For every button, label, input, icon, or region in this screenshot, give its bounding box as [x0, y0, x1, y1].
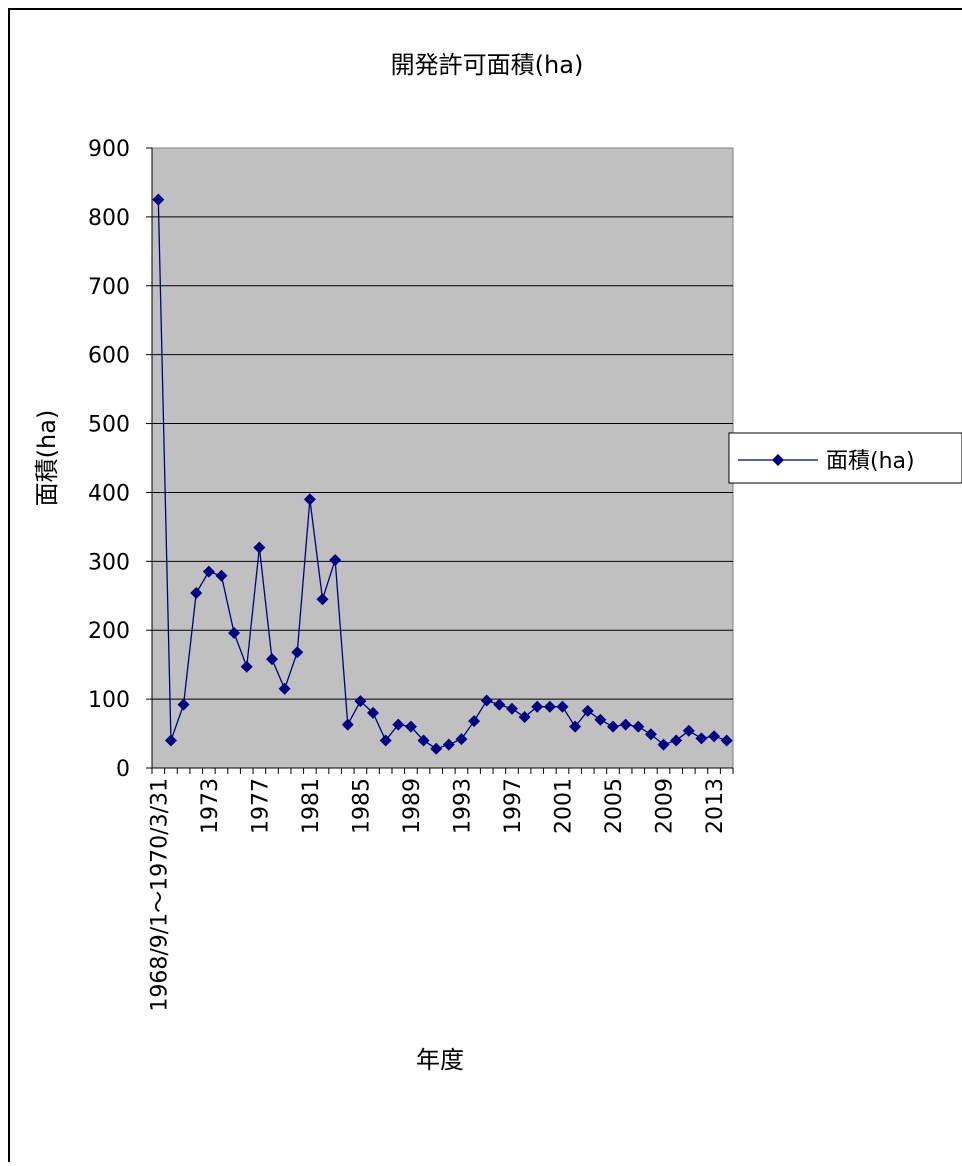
y-tick-label: 100 — [88, 688, 130, 713]
data-point — [493, 698, 506, 711]
data-point — [708, 730, 721, 743]
data-point — [417, 734, 430, 747]
data-point — [720, 734, 733, 747]
x-tick-label: 1985 — [349, 778, 374, 834]
data-point — [215, 569, 228, 582]
y-tick-label: 800 — [88, 206, 130, 231]
data-point — [202, 565, 215, 578]
data-point — [518, 711, 531, 724]
x-tick-label: 2013 — [703, 778, 728, 834]
data-point — [392, 718, 405, 731]
data-point — [240, 660, 253, 673]
data-point — [404, 720, 417, 733]
plot-area — [151, 147, 734, 769]
data-point — [265, 653, 278, 666]
data-point — [531, 700, 544, 713]
data-point — [543, 700, 556, 713]
y-tick-label: 700 — [88, 275, 130, 300]
data-point — [581, 704, 594, 717]
data-point — [379, 734, 392, 747]
legend-label: 面積(ha) — [826, 449, 915, 474]
x-tick-label: 1993 — [450, 778, 475, 834]
y-tick-label: 900 — [88, 137, 130, 162]
series-line — [157, 199, 727, 750]
data-point — [303, 493, 316, 506]
data-point — [695, 732, 708, 745]
data-point — [657, 738, 670, 751]
data-point — [670, 734, 683, 747]
data-point — [480, 694, 493, 707]
chart-title: 開発許可面積(ha) — [391, 51, 584, 79]
data-point — [505, 702, 518, 715]
x-tick-label: 1968/9/1～1970/3/31 — [147, 778, 172, 1012]
x-tick-label: 1989 — [400, 778, 425, 834]
data-point — [316, 593, 329, 606]
data-point — [644, 728, 657, 741]
data-point — [177, 698, 190, 711]
x-tick-label: 1973 — [198, 778, 223, 834]
data-point — [164, 734, 177, 747]
x-tick-label: 2001 — [551, 778, 576, 834]
data-point — [442, 738, 455, 751]
y-tick-label: 400 — [88, 481, 130, 506]
data-point — [228, 626, 241, 639]
legend-box — [728, 432, 962, 484]
data-point — [569, 720, 582, 733]
y-tick-label: 300 — [88, 550, 130, 575]
y-tick-label: 200 — [88, 619, 130, 644]
data-point — [682, 724, 695, 737]
data-point — [632, 720, 645, 733]
x-axis-title: 年度 — [416, 1046, 464, 1074]
data-point — [253, 541, 266, 554]
y-tick-label: 0 — [116, 757, 130, 782]
x-tick-label: 1977 — [248, 778, 273, 834]
y-tick-label: 600 — [88, 344, 130, 369]
x-tick-label: 2009 — [653, 778, 678, 834]
data-point — [341, 718, 354, 731]
x-tick-label: 1981 — [299, 778, 324, 834]
y-axis-title: 面積(ha) — [33, 410, 61, 507]
data-point — [455, 733, 468, 746]
y-tick-label: 500 — [88, 413, 130, 438]
legend-marker — [772, 454, 784, 466]
data-point — [367, 706, 380, 719]
data-point — [468, 715, 481, 728]
data-point — [607, 720, 620, 733]
data-point — [594, 713, 607, 726]
data-point — [329, 553, 342, 566]
data-point — [278, 682, 291, 695]
data-point — [152, 193, 165, 206]
data-point — [190, 587, 203, 600]
x-tick-label: 2005 — [602, 778, 627, 834]
data-point — [430, 742, 443, 755]
x-tick-label: 1997 — [501, 778, 526, 834]
data-point — [291, 646, 304, 659]
data-point — [354, 695, 367, 708]
data-point — [619, 718, 632, 731]
data-point — [556, 700, 569, 713]
